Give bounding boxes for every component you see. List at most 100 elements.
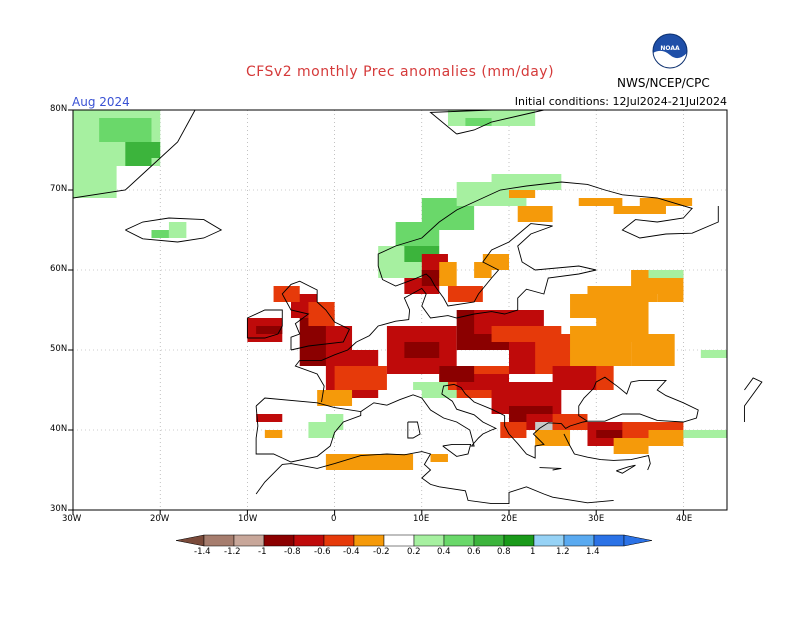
coastline xyxy=(294,341,357,403)
colorbar-label: 1.4 xyxy=(586,547,600,557)
anomaly-cell xyxy=(578,198,623,206)
anomaly-cell xyxy=(142,142,161,158)
initial-conditions: Initial conditions: 12Jul2024-21Jul2024 xyxy=(514,95,727,108)
anomaly-cell xyxy=(264,430,283,438)
noaa-logo-icon: NOAA xyxy=(652,33,688,69)
colorbar-label: 0.6 xyxy=(467,547,481,557)
coastline xyxy=(356,269,597,343)
anomaly-cell xyxy=(151,230,169,238)
colorbar-swatch xyxy=(533,534,565,547)
coastline xyxy=(360,383,588,459)
coastline xyxy=(616,464,636,474)
anomaly-cell xyxy=(421,390,457,398)
colorbar-label: 1.2 xyxy=(556,547,570,557)
coastline xyxy=(442,443,472,457)
anomaly-cell xyxy=(700,350,727,358)
map-title: CFSv2 monthly Prec anomalies (mm/day) xyxy=(245,64,555,80)
anomaly-cell xyxy=(631,334,675,366)
map-frame xyxy=(72,109,728,511)
anomaly-cell xyxy=(648,270,684,278)
anomaly-cell xyxy=(648,430,684,446)
coastline xyxy=(281,280,351,351)
lat-label: 40N xyxy=(50,424,68,434)
colorbar-swatch xyxy=(263,534,295,547)
colorbar-label: -0.8 xyxy=(284,547,301,557)
anomaly-cell xyxy=(517,206,553,222)
lon-label: 30W xyxy=(62,514,82,524)
anomaly-cell xyxy=(613,206,666,214)
noaa-logo-text: NOAA xyxy=(660,45,680,52)
agency-label: NWS/NCEP/CPC xyxy=(617,76,710,90)
colorbar-swatch xyxy=(503,534,535,547)
colorbar-label: -1 xyxy=(258,547,267,557)
colorbar-label: 0.4 xyxy=(437,547,451,557)
anomaly-patches xyxy=(73,110,727,470)
coastline xyxy=(429,109,544,135)
anomaly-cell xyxy=(413,382,448,390)
coastline xyxy=(563,433,651,471)
anomaly-cell xyxy=(439,366,475,382)
colorbar-swatch xyxy=(323,534,355,547)
coastline xyxy=(255,451,614,505)
lon-label: 20W xyxy=(150,514,170,524)
lat-label: 60N xyxy=(50,264,68,274)
anomaly-cell xyxy=(308,422,335,438)
anomaly-cell xyxy=(256,414,283,422)
lon-label: 40E xyxy=(676,514,693,524)
anomaly-cell xyxy=(168,222,187,238)
anomaly-cell xyxy=(334,366,387,390)
lon-label: 30E xyxy=(588,514,605,524)
axis-ticks xyxy=(68,109,684,515)
colorbar-swatch xyxy=(383,534,415,547)
anomaly-cell xyxy=(404,342,440,358)
coastline xyxy=(125,217,223,243)
colorbar-label: -0.2 xyxy=(373,547,390,557)
colorbar-label: -1.2 xyxy=(224,547,241,557)
lat-label: 80N xyxy=(50,104,68,114)
coastline xyxy=(407,421,421,439)
coastline xyxy=(72,109,196,199)
lat-label: 70N xyxy=(50,184,68,194)
colorbar-swatch xyxy=(563,534,595,547)
anomaly-cell xyxy=(430,454,448,462)
anomaly-cell xyxy=(465,118,492,126)
colorbar-label: -0.4 xyxy=(343,547,360,557)
lon-label: 20E xyxy=(501,514,518,524)
colorbar-swatch xyxy=(353,534,385,547)
anomaly-cell xyxy=(639,198,693,206)
anomaly-cell xyxy=(447,286,483,302)
anomaly-cell xyxy=(325,326,353,350)
anomaly-cell xyxy=(509,190,536,198)
anomaly-cell xyxy=(256,326,283,334)
anomaly-cell xyxy=(439,262,457,286)
anomaly-cell xyxy=(500,422,527,438)
anomaly-cell xyxy=(535,430,571,446)
lon-label: 0 xyxy=(331,514,337,524)
lon-label: 10W xyxy=(238,514,258,524)
colorbar-arrow-low xyxy=(175,534,205,547)
valid-month: Aug 2024 xyxy=(72,95,130,109)
colorbar-arrow-high xyxy=(623,534,653,547)
anomaly-cell xyxy=(683,430,727,438)
coastline xyxy=(539,467,562,471)
colorbar-label: 1 xyxy=(530,547,536,557)
colorbar-swatch xyxy=(293,534,325,547)
colorbar-swatch xyxy=(443,534,475,547)
lon-label: 10E xyxy=(413,514,430,524)
anomaly-cell xyxy=(317,390,353,406)
colorbar-label: 0.2 xyxy=(407,547,421,557)
anomaly-cell xyxy=(99,118,152,142)
coastline xyxy=(377,181,719,307)
anomaly-cell xyxy=(482,254,509,270)
colorbar-swatch xyxy=(473,534,505,547)
colorbar-label: 0.8 xyxy=(497,547,511,557)
anomaly-cell xyxy=(657,286,684,302)
anomaly-cell xyxy=(613,438,649,454)
anomaly-cell xyxy=(273,286,300,302)
lat-label: 30N xyxy=(50,504,68,514)
colorbar-swatch xyxy=(413,534,445,547)
coastlines xyxy=(72,109,763,505)
coastline xyxy=(578,376,699,423)
colorbar xyxy=(175,534,653,547)
